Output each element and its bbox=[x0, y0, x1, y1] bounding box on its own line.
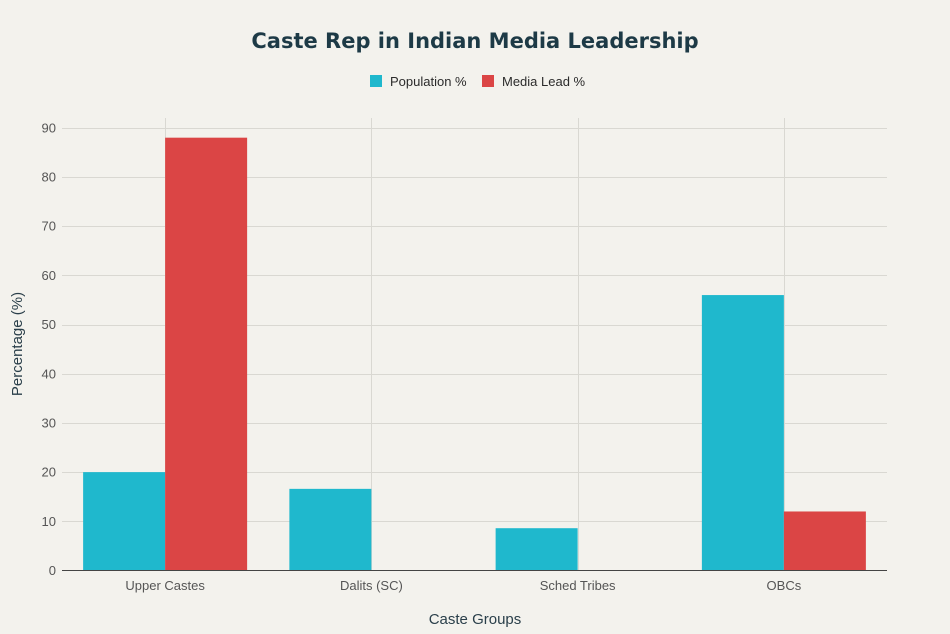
y-tick-label: 0 bbox=[49, 563, 56, 578]
y-tick-label: 40 bbox=[42, 366, 56, 381]
x-tick-label-dalits-sc: Dalits (SC) bbox=[340, 578, 403, 593]
bar-population-upper-castes bbox=[83, 472, 166, 571]
x-axis-title: Caste Groups bbox=[429, 611, 522, 628]
y-tick-label: 30 bbox=[42, 415, 56, 430]
bar-population-sched-tribes bbox=[495, 528, 578, 571]
y-tick-label: 70 bbox=[42, 219, 56, 234]
x-tick-label-upper-castes: Upper Castes bbox=[125, 578, 205, 593]
y-tick-label: 60 bbox=[42, 268, 56, 283]
legend-label-population: Population % bbox=[390, 74, 467, 89]
y-axis-ticks: 0 10 20 30 40 50 60 70 80 90 bbox=[42, 120, 56, 578]
legend-swatch-population bbox=[370, 75, 382, 87]
y-tick-label: 80 bbox=[42, 170, 56, 185]
bar-media-lead-upper-castes bbox=[165, 137, 248, 571]
x-tick-label-obcs: OBCs bbox=[767, 578, 802, 593]
x-axis-ticks: Upper Castes Dalits (SC) Sched Tribes OBCs bbox=[125, 578, 801, 593]
y-axis-title: Percentage (%) bbox=[9, 292, 26, 396]
legend-label-media-lead: Media Lead % bbox=[502, 74, 586, 89]
y-tick-label: 90 bbox=[42, 120, 56, 135]
legend: Population % Media Lead % bbox=[370, 74, 586, 89]
x-tick-label-sched-tribes: Sched Tribes bbox=[540, 578, 616, 593]
bar-media-lead-obcs bbox=[783, 511, 866, 571]
bar-population-obcs bbox=[701, 295, 784, 571]
bar-population-dalits-sc bbox=[289, 488, 372, 571]
chart-title: Caste Rep in Indian Media Leadership bbox=[251, 29, 698, 53]
y-tick-label: 10 bbox=[42, 514, 56, 529]
legend-swatch-media-lead bbox=[482, 75, 494, 87]
y-tick-label: 50 bbox=[42, 317, 56, 332]
y-tick-label: 20 bbox=[42, 465, 56, 480]
bars bbox=[83, 137, 866, 571]
